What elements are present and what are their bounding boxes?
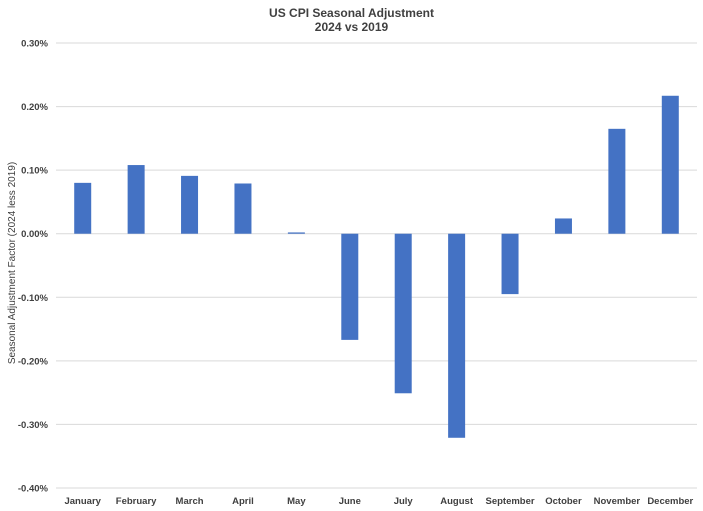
bar-september [501,233,519,295]
x-tick-label: October [545,496,582,507]
bar-may [287,232,305,234]
bar-november [608,128,626,234]
x-tick-label: March [176,496,204,507]
bar-series [74,95,679,438]
x-tick-label: December [647,496,693,507]
y-tick-label: -0.20% [18,356,49,367]
x-axis-ticks: January February March April May June July Augu… [64,496,693,507]
bar-january [74,182,92,234]
x-tick-label: August [440,496,474,507]
y-axis-label: Seasonal Adjustment Factor (2024 less 20… [7,162,18,364]
bar-december [661,95,679,234]
x-tick-label: May [287,496,306,507]
y-tick-label: 0.10% [21,166,48,177]
y-tick-label: -0.10% [18,293,49,304]
bar-march [181,175,199,234]
gridlines [56,42,697,489]
x-tick-label: January [64,496,101,507]
x-tick-label: April [232,496,254,507]
x-tick-label: June [339,496,361,507]
y-tick-label: -0.40% [18,484,49,495]
y-tick-label: 0.30% [21,39,48,50]
y-axis-ticks: 0.30% 0.20% 0.10% 0.00% -0.10% -0.20% -0.30% -0… [18,39,49,495]
bar-july [394,233,412,394]
bar-october [554,218,572,234]
bar-february [127,165,145,234]
bar-june [341,233,359,340]
bar-august [448,233,466,438]
chart-subtitle: 2024 vs 2019 [314,20,389,34]
x-tick-label: November [594,496,641,507]
y-tick-label: 0.00% [21,229,48,240]
y-tick-label: -0.30% [18,420,49,431]
x-tick-label: February [116,496,157,507]
x-tick-label: July [394,496,414,507]
y-tick-label: 0.20% [21,102,48,113]
chart-title: US CPI Seasonal Adjustment [269,6,434,20]
x-tick-label: September [485,496,534,507]
bar-april [234,183,252,234]
